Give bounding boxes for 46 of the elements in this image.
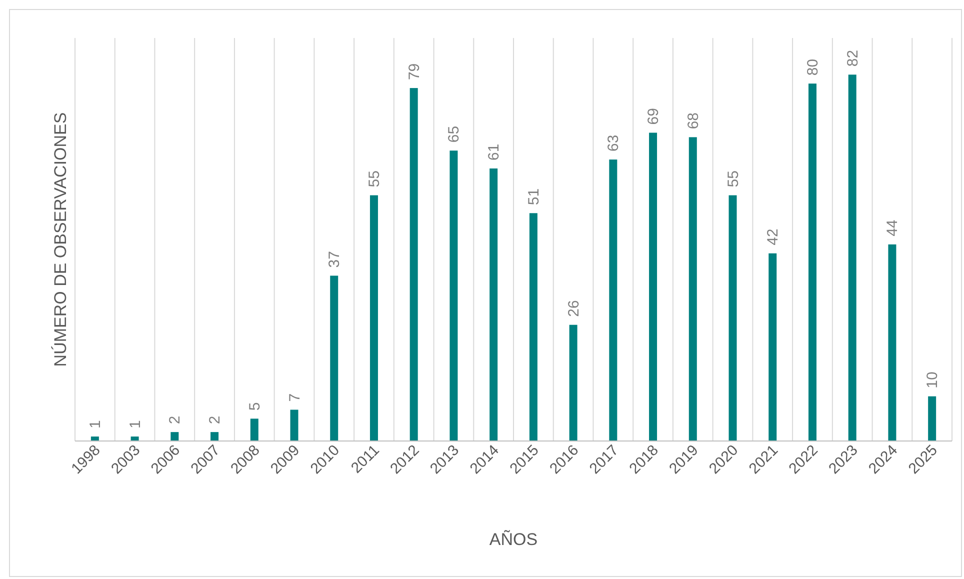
data-label: 5 xyxy=(246,402,264,411)
bar xyxy=(290,410,298,441)
data-label: 69 xyxy=(645,108,662,125)
bar xyxy=(688,137,697,441)
data-label: 26 xyxy=(565,300,582,317)
bar xyxy=(250,418,258,441)
bar xyxy=(848,74,856,441)
y-axis-title: NÚMERO DE OBSERVACIONES xyxy=(51,112,70,367)
bar xyxy=(210,432,219,441)
data-label: 2 xyxy=(206,416,224,424)
data-label: 37 xyxy=(326,251,344,268)
bar xyxy=(330,276,338,441)
bar xyxy=(370,195,378,441)
data-label: 51 xyxy=(525,188,542,206)
bar xyxy=(90,436,99,441)
bar xyxy=(529,213,538,441)
data-label: 10 xyxy=(924,372,942,388)
bar xyxy=(170,432,179,441)
bar xyxy=(569,324,578,441)
bar xyxy=(768,253,777,441)
data-label: 1 xyxy=(126,420,144,429)
data-label: 82 xyxy=(844,50,862,67)
bar xyxy=(609,160,618,441)
data-label: 42 xyxy=(764,228,782,246)
bar xyxy=(450,150,458,441)
data-label: 7 xyxy=(286,393,304,402)
data-label: 63 xyxy=(605,134,622,152)
bar xyxy=(410,88,418,441)
bar xyxy=(649,132,658,441)
bar xyxy=(888,244,896,441)
data-label: 61 xyxy=(486,144,503,160)
data-label: 2 xyxy=(166,416,184,424)
data-label: 1 xyxy=(86,420,104,429)
bar xyxy=(490,168,498,441)
data-label: 68 xyxy=(684,112,702,130)
data-label: 65 xyxy=(446,126,463,143)
x-axis-title: AÑOS xyxy=(489,530,538,549)
bar xyxy=(808,84,816,441)
data-label: 80 xyxy=(804,58,822,76)
data-label: 79 xyxy=(406,63,423,80)
bar xyxy=(130,436,139,441)
bar xyxy=(728,195,737,441)
bar xyxy=(928,396,936,441)
data-label: 55 xyxy=(366,170,383,188)
data-label: 55 xyxy=(724,170,742,188)
data-label: 44 xyxy=(884,220,902,236)
